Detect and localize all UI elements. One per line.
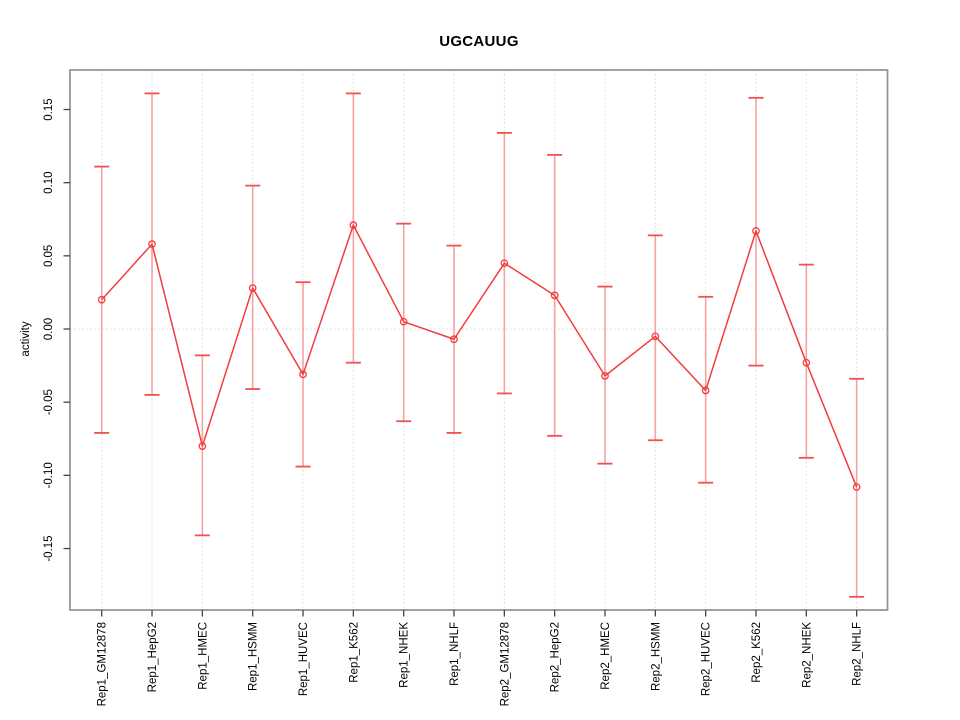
data-point <box>299 370 307 379</box>
y-tick-label: -0.15 <box>43 535 55 561</box>
x-tick-label: Rep1_HUVEC <box>298 622 310 696</box>
x-tick-label: Rep2_NHLF <box>852 622 864 686</box>
x-tick-label: Rep2_NHEK <box>801 622 813 688</box>
plot-box <box>69 69 889 611</box>
data-point <box>701 386 710 395</box>
x-tick-label: Rep2_HUVEC <box>701 622 713 696</box>
x-tick-label: Rep2_K562 <box>751 622 763 683</box>
data-point <box>349 221 358 229</box>
x-tick-label: Rep1_NHEK <box>399 622 411 688</box>
x-tick-label: Rep2_GM12878 <box>499 622 511 706</box>
y-tick-label: -0.10 <box>43 462 55 488</box>
data-point <box>450 335 458 344</box>
data-point <box>852 483 861 491</box>
data-point <box>651 332 660 341</box>
y-tick-label: 0.05 <box>43 245 55 267</box>
y-tick-label: 0.15 <box>43 98 55 120</box>
y-tick-label: -0.05 <box>43 389 55 415</box>
x-tick-label: Rep2_HMEC <box>600 622 612 690</box>
x-tick-label: Rep1_GM12878 <box>97 622 109 706</box>
x-tick-label: Rep1_HMEC <box>197 622 209 690</box>
data-point <box>550 291 559 300</box>
data-point <box>802 358 811 367</box>
data-point <box>248 284 257 292</box>
x-tick-label: Rep1_HSMM <box>248 622 260 691</box>
data-point <box>399 317 408 326</box>
data-point <box>752 227 760 235</box>
data-point <box>148 240 156 248</box>
data-point <box>97 295 106 304</box>
y-tick-label: 0.00 <box>43 318 55 340</box>
y-tick-label: 0.10 <box>43 171 55 193</box>
y-axis-title: activity <box>20 321 32 357</box>
x-tick-label: Rep1_NHLF <box>449 622 461 686</box>
data-point <box>198 442 207 450</box>
x-tick-label: Rep1_K562 <box>348 622 360 683</box>
x-tick-label: Rep2_HepG2 <box>550 622 562 692</box>
x-tick-label: Rep1_HepG2 <box>147 622 159 692</box>
data-point <box>500 259 509 268</box>
data-point <box>601 372 609 380</box>
series-line <box>101 224 858 488</box>
plot-title: UGCAUUG <box>439 33 519 50</box>
x-tick-label: Rep2_HSMM <box>650 622 662 691</box>
